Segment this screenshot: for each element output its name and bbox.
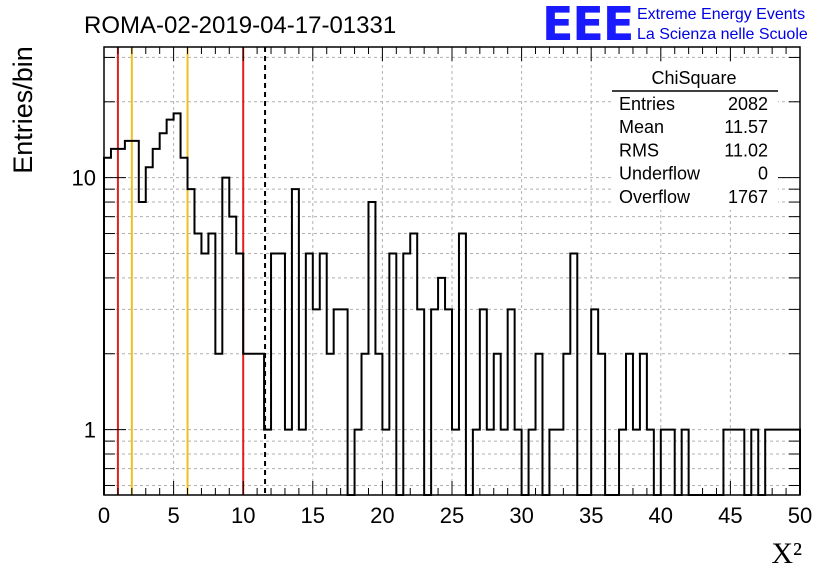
logo-mark: EEE xyxy=(542,0,633,51)
y-tick-label: 10 xyxy=(72,166,96,191)
stats-box: ChiSquare Entries 2082 Mean 11.57 RMS 11.02 Un… xyxy=(612,65,778,210)
stats-value: 11.57 xyxy=(724,117,768,137)
x-tick-label: 45 xyxy=(718,503,742,528)
stats-label: Overflow xyxy=(619,187,691,207)
stats-value: 11.02 xyxy=(724,140,768,160)
stats-label: RMS xyxy=(619,140,659,160)
x-tick-label: 20 xyxy=(370,503,394,528)
y-tick-labels: 1 10 xyxy=(72,166,96,443)
chart-title: ROMA-02-2019-04-17-01331 xyxy=(84,12,396,39)
y-axis-label: Entries/bin xyxy=(8,46,38,174)
x-tick-label: 0 xyxy=(98,503,110,528)
x-tick-labels: 0 5 10 15 20 25 30 35 40 45 50 xyxy=(98,503,812,528)
x-tick-label: 50 xyxy=(788,503,812,528)
axis-ticks xyxy=(103,47,801,495)
x-axis-label: X² xyxy=(771,537,802,570)
x-tick-label: 10 xyxy=(231,503,255,528)
x-tick-label: 40 xyxy=(649,503,673,528)
stats-label: Underflow xyxy=(619,164,701,184)
stats-label: Entries xyxy=(619,94,675,114)
x-tick-label: 5 xyxy=(167,503,179,528)
x-tick-label: 30 xyxy=(509,503,533,528)
eee-logo: EEE Extreme Energy Events La Scienza nel… xyxy=(542,0,808,51)
stats-value: 1767 xyxy=(728,187,768,207)
logo-line-2: La Scienza nelle Scuole xyxy=(637,26,808,43)
stats-value: 0 xyxy=(758,164,768,184)
stats-value: 2082 xyxy=(728,94,768,114)
x-tick-label: 25 xyxy=(440,503,464,528)
logo-line-1: Extreme Energy Events xyxy=(637,6,805,23)
y-tick-label: 1 xyxy=(84,418,96,443)
stats-box-background xyxy=(612,65,778,210)
stats-label: Mean xyxy=(619,117,664,137)
stats-box-name: ChiSquare xyxy=(651,68,736,88)
x-tick-label: 35 xyxy=(579,503,603,528)
x-tick-label: 15 xyxy=(301,503,325,528)
